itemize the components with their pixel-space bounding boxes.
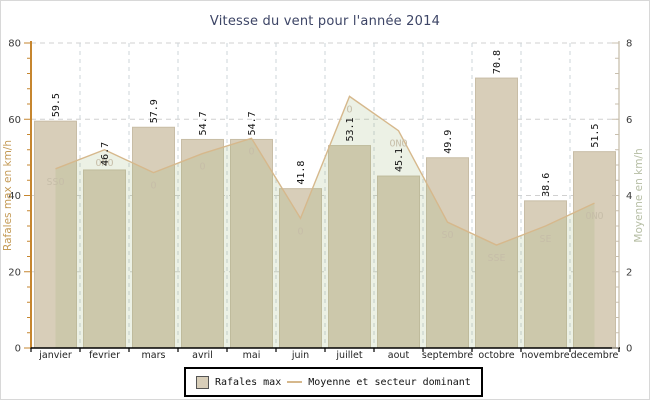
value-label-aout: 45.1: [394, 148, 405, 172]
month-label-fevrier: fevrier: [89, 350, 120, 361]
sector-label-octobre: SSE: [487, 253, 505, 264]
legend-label-moyenne: Moyenne et secteur dominant: [308, 376, 471, 388]
month-label-juillet: juillet: [335, 350, 362, 361]
value-label-juin: 41.8: [296, 161, 307, 185]
bar-septembre: [426, 157, 469, 349]
right-tick-label: 6: [626, 115, 632, 126]
sector-label-septembre: SO: [441, 230, 453, 241]
right-axis-title: Moyenne en km/h: [633, 148, 645, 242]
left-tick-label: 40: [8, 191, 21, 202]
chart-legend: Rafales max Moyenne et secteur dominant: [184, 367, 483, 397]
month-label-mai: mai: [243, 350, 261, 361]
value-label-janvier: 59.5: [51, 93, 62, 117]
value-label-mai: 54.7: [247, 111, 258, 135]
value-label-novembre: 38.6: [541, 173, 552, 197]
sector-label-avril: O: [199, 162, 205, 173]
bar-janvier: [34, 120, 77, 349]
bar-avril: [181, 138, 224, 349]
right-tick-label: 4: [626, 191, 632, 202]
month-label-decembre: decembre: [571, 350, 619, 361]
sector-label-novembre: SE: [539, 234, 551, 245]
legend-label-rafales-max: Rafales max: [215, 376, 282, 388]
value-label-avril: 54.7: [198, 111, 209, 135]
value-label-septembre: 49.9: [443, 130, 454, 154]
sector-label-fevrier: ONO: [95, 158, 113, 169]
sector-label-decembre: ONO: [585, 211, 603, 222]
value-label-decembre: 51.5: [590, 124, 601, 148]
month-label-septembre: septembre: [422, 350, 473, 361]
moyenne-line: [55, 95, 595, 246]
left-axis-title: Rafales max en km/h: [2, 140, 14, 251]
right-tick-label: 2: [626, 267, 632, 278]
sector-label-mai: O: [248, 146, 254, 157]
rafales-max-swatch-icon: [196, 375, 209, 389]
sector-label-mars: O: [150, 181, 156, 192]
sector-label-juillet: O: [346, 104, 352, 115]
sector-label-aout: ONO: [389, 139, 407, 150]
month-label-avril: avril: [192, 350, 213, 361]
chart-title: Vitesse du vent pour l'année 2014: [209, 14, 441, 29]
sector-label-juin: O: [297, 226, 303, 237]
bar-octobre: [475, 77, 518, 349]
bar-fevrier: [83, 169, 126, 349]
left-tick-label: 0: [15, 344, 21, 355]
month-label-janvier: janvier: [38, 350, 72, 361]
bar-aout: [377, 175, 420, 349]
sector-label-janvier: SSO: [46, 177, 64, 188]
left-tick-label: 20: [8, 267, 21, 278]
moyenne-line-swatch-icon: [287, 381, 303, 383]
month-label-octobre: octobre: [478, 350, 514, 361]
month-label-juin: juin: [291, 350, 309, 361]
value-label-mars: 57.9: [149, 99, 160, 123]
left-tick-label: 80: [8, 39, 21, 50]
left-tick-label: 60: [8, 115, 21, 126]
bar-juin: [279, 188, 322, 349]
month-label-aout: aout: [388, 350, 410, 361]
right-tick-label: 8: [626, 39, 632, 50]
right-tick-label: 0: [626, 344, 632, 355]
moyenne-area: [55, 96, 595, 348]
value-label-fevrier: 46.7: [100, 142, 111, 166]
bar-decembre: [573, 151, 616, 349]
value-label-juillet: 53.1: [345, 117, 356, 141]
month-label-novembre: novembre: [521, 350, 569, 361]
month-label-mars: mars: [142, 350, 166, 361]
value-label-octobre: 70.8: [492, 50, 503, 74]
